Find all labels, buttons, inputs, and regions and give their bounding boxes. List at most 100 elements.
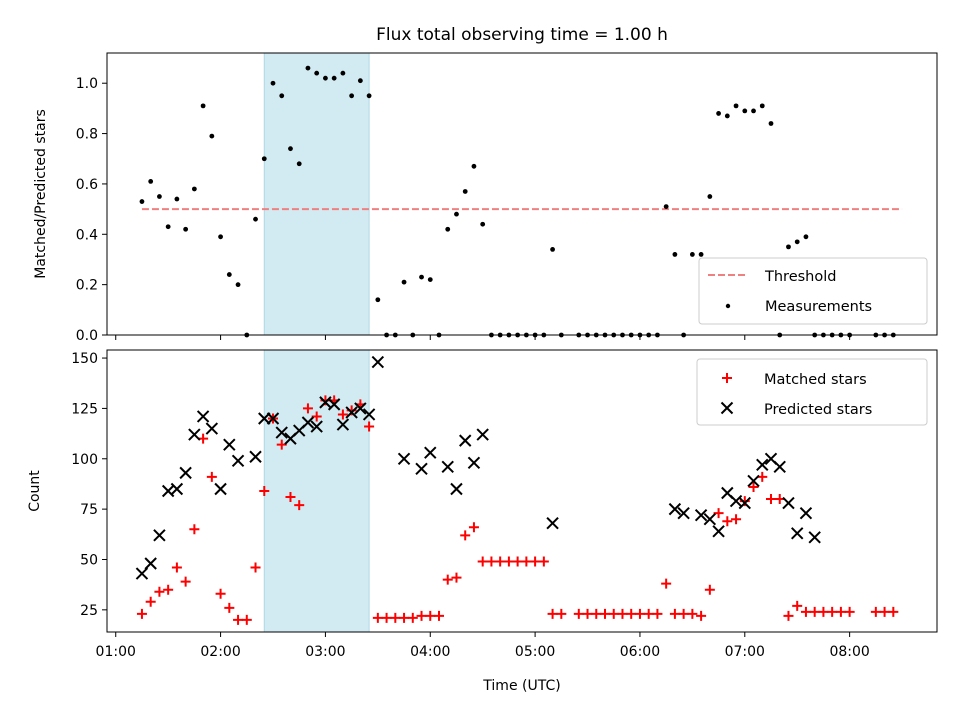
matched-point — [399, 612, 410, 623]
measurement-point — [165, 224, 171, 230]
matched-point — [888, 606, 899, 617]
top-y-tick-label: 0.6 — [76, 177, 98, 193]
matched-point — [521, 556, 532, 567]
measurement-point — [183, 226, 189, 232]
top-legend-box — [698, 257, 928, 325]
matched-point — [547, 608, 558, 619]
measurement-point — [751, 108, 756, 114]
matched-point — [713, 508, 724, 519]
top-y-axis-label: Matched/Predicted stars — [33, 109, 49, 279]
x-tick-label: 02:00 — [200, 644, 240, 660]
matched-point — [643, 608, 654, 619]
matched-point — [783, 610, 794, 621]
predicted-point — [188, 428, 201, 441]
measurement-point — [253, 216, 258, 222]
predicted-point — [223, 438, 236, 451]
measurement-point — [454, 211, 459, 217]
measurement-point — [462, 189, 468, 194]
predicted-points — [135, 355, 821, 580]
matched-point — [259, 486, 270, 496]
measurement-point — [672, 252, 678, 257]
measurement-point — [235, 282, 241, 288]
predicted-point — [354, 402, 367, 415]
top-y-ticks: 0.0 0.2 0.4 0.6 0.8 1.0 — [76, 76, 107, 344]
matched-point — [582, 608, 593, 619]
measurement-point — [794, 239, 800, 245]
measurement-point — [663, 204, 669, 209]
measurement-point — [445, 226, 451, 232]
matched-point — [530, 556, 541, 567]
predicted-point — [467, 456, 481, 470]
measurement-point — [357, 78, 363, 84]
bottom-axes-frame — [106, 349, 938, 633]
predicted-point — [424, 446, 437, 459]
matched-point — [748, 481, 759, 492]
measurement-point — [349, 93, 355, 99]
matched-point — [372, 612, 383, 623]
legend-measurements-swatch — [725, 303, 731, 309]
measurement-point — [803, 234, 809, 240]
bottom-y-tick-label: 125 — [71, 401, 98, 417]
matched-point — [390, 612, 401, 623]
matched-point — [171, 562, 182, 573]
measurement-point — [200, 103, 206, 109]
measurement-point — [375, 297, 381, 303]
predicted-point — [196, 410, 210, 423]
matched-point — [835, 606, 846, 617]
matched-point — [276, 439, 287, 450]
measurement-point — [279, 93, 285, 99]
matched-point — [250, 562, 261, 573]
matched-point — [163, 584, 174, 595]
predicted-point — [747, 474, 760, 488]
measurement-point — [191, 186, 197, 192]
matched-point — [809, 606, 820, 617]
predicted-point — [179, 466, 192, 480]
measurement-point — [261, 156, 267, 162]
top-axes-frame — [106, 52, 938, 336]
predicted-point — [170, 482, 184, 496]
matched-point — [241, 614, 252, 625]
x-tick-label: 08:00 — [829, 644, 869, 660]
measurement-point — [689, 252, 695, 257]
predicted-point — [214, 482, 227, 496]
matched-point — [626, 608, 637, 619]
measurement-point — [157, 194, 162, 199]
x-tick-label: 03:00 — [305, 644, 345, 660]
matched-point — [180, 576, 191, 587]
matched-point — [766, 494, 776, 505]
legend-matched-swatch — [722, 373, 732, 383]
matched-point — [468, 522, 479, 533]
matched-point — [844, 606, 855, 617]
matched-point — [136, 608, 147, 619]
matched-point — [608, 608, 619, 619]
measurement-point — [471, 163, 477, 169]
measurement-point — [331, 75, 337, 81]
bottom-highlight-span — [263, 349, 370, 633]
predicted-point — [415, 462, 428, 476]
bottom-y-ticks: 25 50 75 100 125 150 — [71, 351, 107, 619]
measurement-point — [148, 179, 154, 184]
matched-point — [652, 608, 663, 619]
top-highlight-span — [263, 52, 370, 336]
matched-point — [294, 500, 305, 511]
matched-point — [792, 600, 803, 611]
bottom-y-tick-label: 50 — [80, 552, 98, 568]
legend-predicted-label: Predicted stars — [764, 402, 872, 418]
matched-point — [442, 574, 453, 585]
legend-measurements-label: Measurements — [765, 299, 872, 315]
matched-point — [486, 556, 497, 567]
matched-point — [687, 608, 698, 619]
x-tick-label: 01:00 — [96, 644, 136, 660]
predicted-point — [668, 502, 682, 516]
measurement-point — [427, 277, 433, 283]
matched-point — [591, 608, 602, 619]
top-y-tick-label: 0.4 — [76, 227, 98, 243]
measurement-point — [314, 70, 320, 76]
legend-matched-marker — [722, 373, 732, 383]
bottom-y-tick-label: 100 — [71, 452, 98, 468]
top-y-tick-label: 0.0 — [76, 328, 98, 344]
predicted-point — [450, 482, 463, 496]
x-tick-label: 06:00 — [620, 644, 660, 660]
measurement-point — [724, 113, 730, 119]
matched-point — [696, 610, 707, 621]
